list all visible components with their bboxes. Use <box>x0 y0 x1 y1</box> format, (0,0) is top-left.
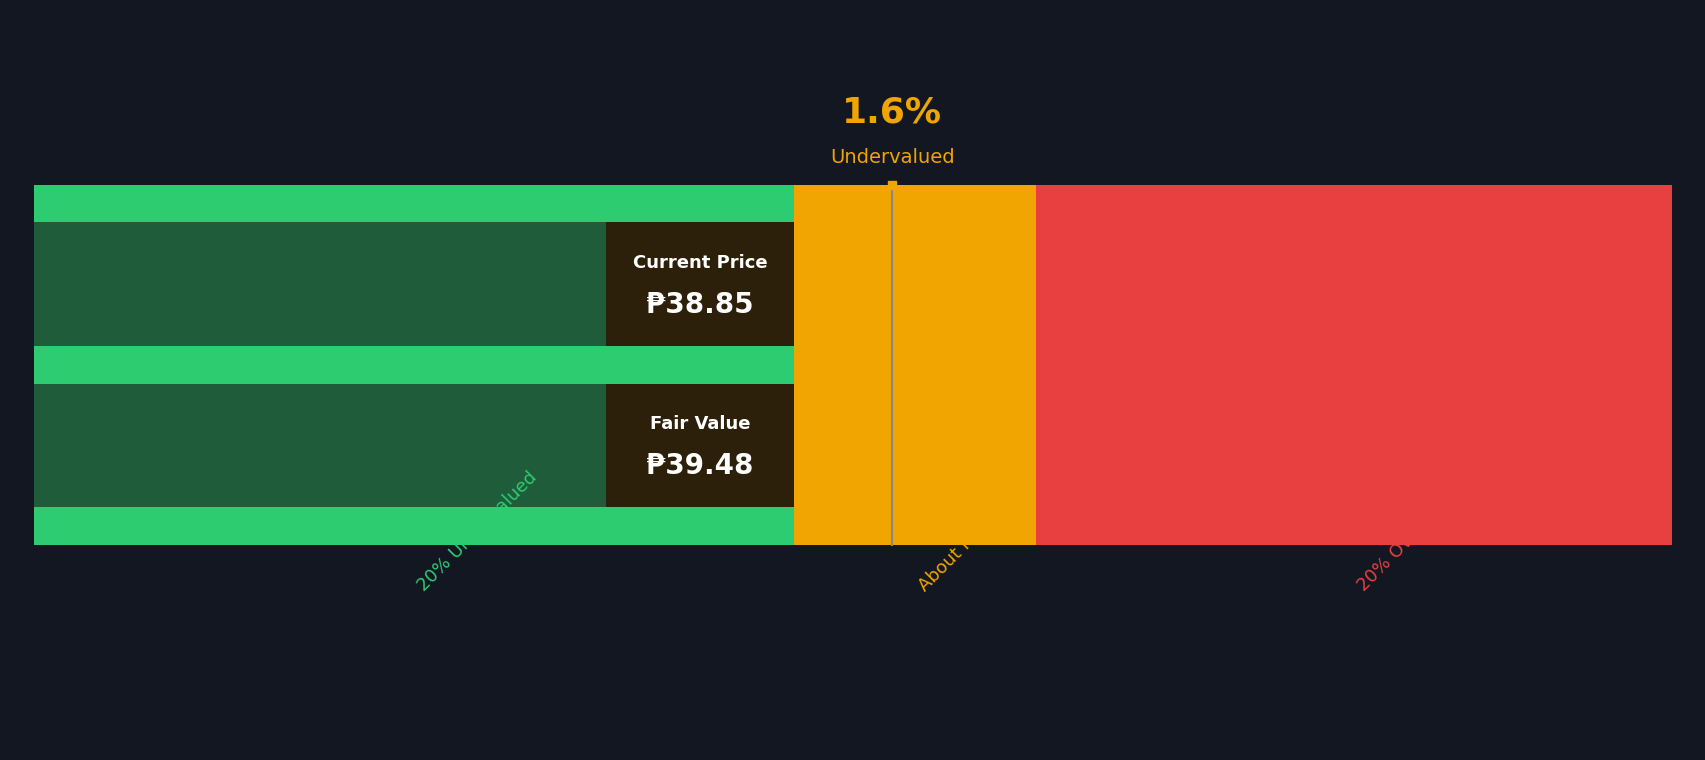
Bar <box>34 384 793 508</box>
Bar <box>605 384 793 508</box>
Bar <box>793 346 1037 384</box>
Bar <box>1037 222 1671 346</box>
Bar <box>793 508 1037 545</box>
Bar <box>1037 346 1671 384</box>
Text: Undervalued: Undervalued <box>830 148 955 167</box>
Bar <box>605 222 793 346</box>
Text: ₱38.85: ₱38.85 <box>646 291 754 319</box>
Bar <box>34 185 793 222</box>
Text: About Right: About Right <box>914 507 1003 595</box>
Text: Current Price: Current Price <box>633 254 767 272</box>
Bar <box>1037 384 1671 508</box>
Text: 20% Overvalued: 20% Overvalued <box>1354 477 1471 595</box>
Bar <box>1037 185 1671 222</box>
Bar <box>793 222 1037 346</box>
Bar <box>1037 508 1671 545</box>
Bar <box>793 384 1037 508</box>
Text: Fair Value: Fair Value <box>650 416 750 433</box>
Text: 20% Undervalued: 20% Undervalued <box>414 469 540 595</box>
Text: ₱39.48: ₱39.48 <box>646 452 754 480</box>
Bar <box>34 508 793 545</box>
Bar <box>34 346 793 384</box>
Text: 1.6%: 1.6% <box>842 95 941 129</box>
Bar <box>34 222 793 346</box>
Bar <box>793 185 1037 222</box>
